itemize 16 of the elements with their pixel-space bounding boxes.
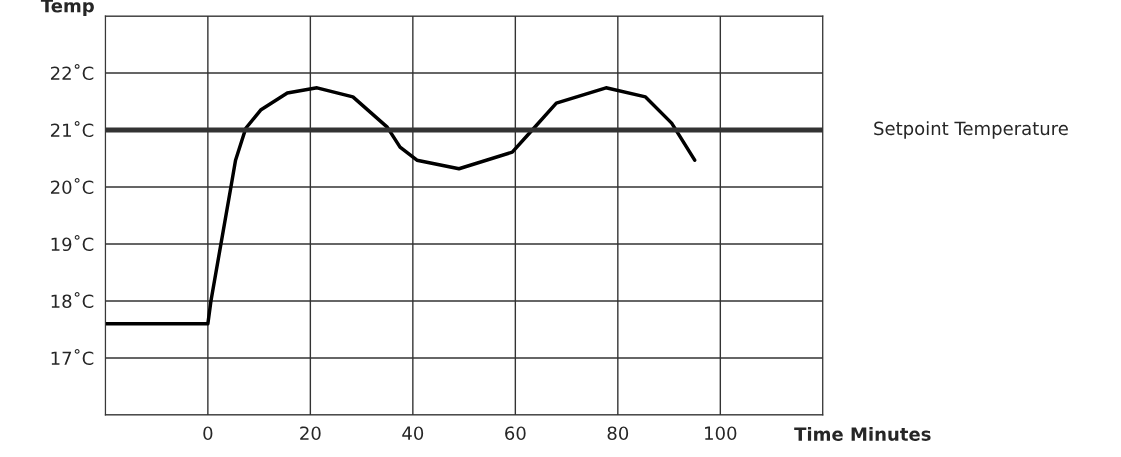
y-tick-label: 18˚C — [51, 291, 94, 309]
x-axis-title: Time Minutes — [794, 426, 931, 441]
ref-line-label: Setpoint Temperature — [874, 121, 1068, 139]
y-tick-label: 19˚C — [51, 234, 94, 252]
x-tick-label: 60 — [505, 426, 526, 441]
y-tick-label: 20˚C — [50, 177, 94, 195]
x-tick-label: 80 — [607, 426, 629, 441]
y-tick-label: 22˚C — [50, 64, 94, 81]
y-tick-label: 21˚C — [50, 120, 94, 138]
x-tick-label: 100 — [705, 426, 737, 441]
x-tick-label: 40 — [402, 426, 424, 441]
x-tick-label: 0 — [203, 426, 213, 441]
line-series — [105, 86, 697, 326]
y-axis-title: Temp — [40, 0, 94, 16]
x-tick-label: 20 — [300, 426, 321, 441]
y-tick-label: 17˚C — [51, 348, 94, 366]
